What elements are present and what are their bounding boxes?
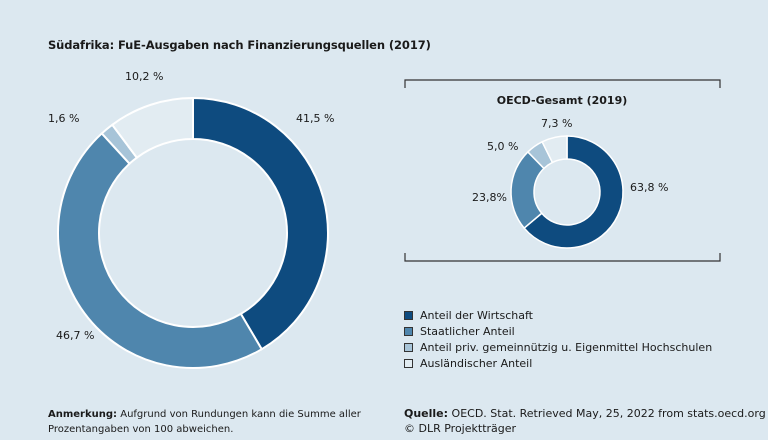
data-label-staat: 23,8% xyxy=(472,191,507,204)
bracket-bottom xyxy=(404,253,721,262)
slice-wirtschaft xyxy=(523,135,624,249)
legend-label: Anteil priv. gemeinnützig u. Eigenmittel… xyxy=(420,340,713,354)
slice-ausland xyxy=(110,96,194,160)
footnote-heading: Anmerkung: xyxy=(48,409,118,420)
source-credit: © DLR Projektträger xyxy=(404,422,517,435)
legend-item-wirtschaft: Anteil der Wirtschaft xyxy=(404,307,712,323)
source: Quelle: OECD. Stat. Retrieved May, 25, 2… xyxy=(404,406,766,436)
donut-oecd: 63,8 % 23,8% 5,0 % 7,3 % xyxy=(472,117,668,249)
slice-wirtschaft xyxy=(192,96,329,351)
chart-title: Südafrika: FuE-Ausgaben nach Finanzierun… xyxy=(48,38,431,52)
legend-item-privat-hochschulen: Anteil priv. gemeinnützig u. Eigenmittel… xyxy=(404,339,712,355)
donut-suedafrika: 41,5 % 46,7 % 1,6 % 10,2 % xyxy=(48,70,334,369)
legend-swatch xyxy=(404,326,413,336)
legend-item-ausland: Ausländischer Anteil xyxy=(404,355,712,371)
bracket-top xyxy=(404,79,721,88)
data-label-staat: 46,7 % xyxy=(56,329,94,342)
legend-item-staat: Staatlicher Anteil xyxy=(404,323,712,339)
slice-staat xyxy=(57,132,264,369)
source-heading: Quelle: xyxy=(404,407,449,420)
legend-label: Staatlicher Anteil xyxy=(420,324,515,338)
legend-swatch xyxy=(404,358,413,368)
footnote-text: Aufgrund von Rundungen kann die Summe al… xyxy=(48,409,361,435)
oecd-frame: OECD-Gesamt (2019) xyxy=(404,79,721,262)
data-label-ausland: 10,2 % xyxy=(125,70,163,83)
footnote: Anmerkung: Aufgrund von Rundungen kann d… xyxy=(48,407,378,437)
data-label-privat-hochschulen: 5,0 % xyxy=(487,140,518,153)
oecd-title: OECD-Gesamt (2019) xyxy=(497,94,628,107)
data-label-wirtschaft: 41,5 % xyxy=(296,112,334,125)
source-text: OECD. Stat. Retrieved May, 25, 2022 from… xyxy=(448,407,766,420)
legend-swatch xyxy=(404,342,413,352)
legend-label: Ausländischer Anteil xyxy=(420,356,533,370)
data-label-privat-hochschulen: 1,6 % xyxy=(48,112,79,125)
slice-ausland xyxy=(541,135,568,164)
data-label-wirtschaft: 63,8 % xyxy=(630,181,668,194)
legend-label: Anteil der Wirtschaft xyxy=(420,308,533,322)
data-label-ausland: 7,3 % xyxy=(541,117,572,130)
legend: Anteil der Wirtschaft Staatlicher Anteil… xyxy=(404,307,712,371)
legend-swatch xyxy=(404,310,413,320)
